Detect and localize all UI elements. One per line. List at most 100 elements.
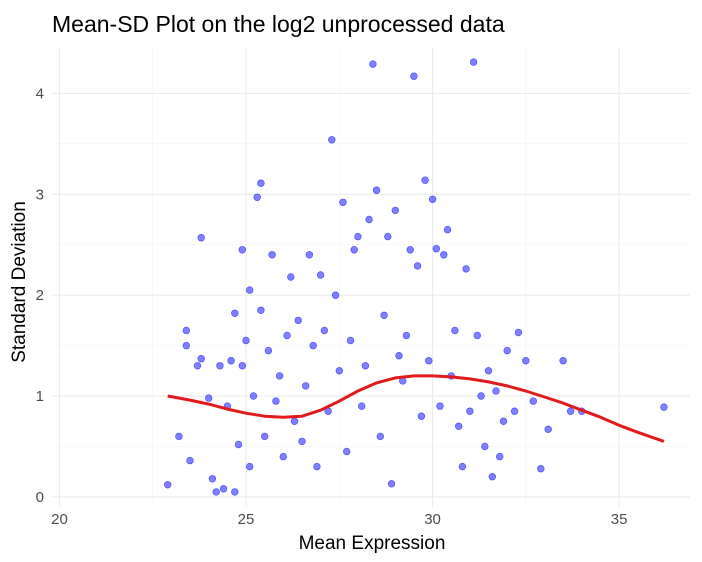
data-point [443,225,452,234]
data-point [358,402,366,410]
data-point [484,367,493,375]
data-point [249,392,258,400]
data-point [283,331,291,340]
x-axis-title: Mean Expression [299,533,446,554]
data-point [331,291,340,299]
data-point [503,346,511,355]
data-point [343,447,351,456]
data-point [175,432,183,441]
data-point [477,392,485,400]
data-point [294,316,302,325]
data-point [193,362,202,370]
data-point [316,271,325,279]
data-point [238,362,247,370]
data-point [328,136,336,144]
x-tick-label: 35 [611,511,628,528]
data-point [320,326,329,335]
data-point [335,367,343,375]
data-point [496,452,504,461]
data-point [305,251,314,259]
data-point [182,341,191,350]
data-point [529,397,537,405]
data-point [197,234,205,242]
data-point [432,245,440,253]
data-point [458,462,467,471]
chart-title: Mean-SD Plot on the log2 unprocessed dat… [52,11,505,37]
y-axis-ticks: 0 1 2 3 4 [36,85,44,506]
data-point [372,186,381,194]
data-point [660,403,668,411]
data-point [559,357,567,365]
data-point [369,60,377,68]
data-point [469,58,478,66]
data-point [395,352,403,360]
y-tick-label: 2 [36,287,44,304]
data-point [339,198,347,207]
data-point [537,465,545,473]
data-point [231,488,239,496]
data-point [186,456,194,465]
data-point [268,251,276,259]
data-point [436,402,444,410]
data-point [197,355,205,363]
data-point [182,326,191,335]
data-point [205,394,213,402]
data-point [257,306,265,314]
data-point [473,331,481,340]
trend-line [167,374,665,443]
data-point [287,273,295,281]
data-point [208,475,217,483]
data-point [346,336,355,345]
data-point [492,387,500,395]
data-point [425,357,433,365]
data-point [466,407,474,415]
data-point [387,480,396,488]
data-point [421,176,429,184]
data-point [428,195,437,204]
data-point [365,215,373,224]
data-point [275,372,284,380]
data-point [279,452,287,461]
data-point [417,412,426,420]
data-point [290,417,299,425]
data-point [242,336,250,345]
data-point [227,357,235,365]
data-point [238,246,247,254]
data-point [272,397,280,405]
data-point [440,251,448,259]
data-point [451,326,459,335]
data-point [261,432,269,441]
data-point [402,331,411,340]
data-point [544,425,552,433]
x-tick-label: 20 [51,511,68,528]
data-point [391,206,399,215]
y-tick-label: 0 [36,489,44,506]
data-point [462,265,470,273]
data-point [302,382,310,390]
data-point [231,309,239,317]
data-point [380,311,388,319]
x-axis-ticks: 20 25 30 35 [51,511,627,528]
y-axis-title: Standard Deviation [9,201,30,363]
data-point [376,432,384,441]
data-point [384,232,392,241]
y-tick-label: 3 [36,186,44,203]
data-point [234,440,243,449]
data-point [514,328,523,337]
data-point [253,193,261,202]
data-point [298,437,306,446]
data-point [499,417,508,425]
x-tick-label: 25 [238,511,255,528]
data-point [219,485,228,493]
data-point [410,72,418,80]
data-point [481,442,489,451]
data-point [216,362,224,370]
data-point [522,357,530,365]
data-point [406,246,414,254]
data-point [212,488,220,496]
data-point [566,407,575,415]
data-point [361,362,370,370]
data-point [309,341,317,350]
data-point [510,407,519,415]
